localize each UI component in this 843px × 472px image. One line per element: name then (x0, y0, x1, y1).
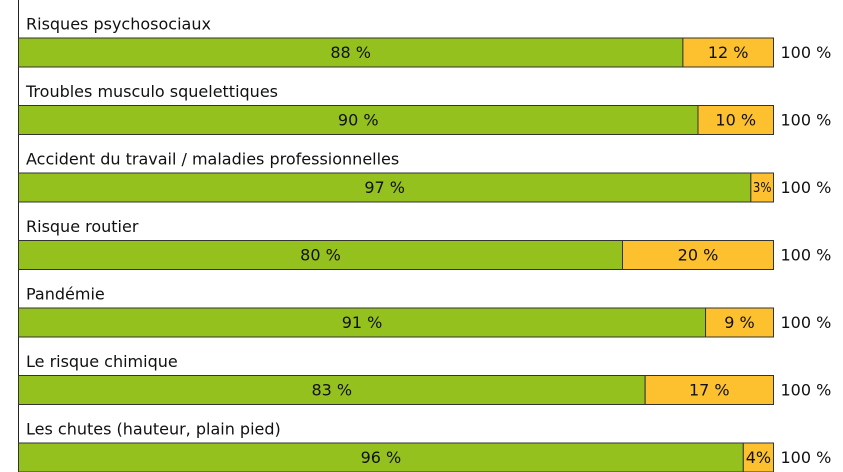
value-label: 97 % (364, 178, 405, 197)
category-label: Accident du travail / maladies professio… (26, 150, 399, 169)
category-label: Pandémie (26, 285, 105, 304)
value-label: 17 % (689, 381, 730, 400)
value-label: 90 % (338, 111, 379, 130)
value-label: 3% (753, 181, 772, 196)
category-label: Troubles musculo squelettiques (25, 82, 278, 101)
total-label: 100 % (781, 111, 832, 130)
bar-segment (705, 307, 774, 338)
value-label: 80 % (300, 246, 341, 265)
value-label: 12 % (708, 43, 749, 62)
total-label: 100 % (781, 448, 832, 467)
value-label: 9 % (724, 313, 754, 332)
bar-segment (18, 442, 744, 472)
total-label: 100 % (781, 381, 832, 400)
bar-segment (742, 442, 774, 472)
bar-segment (622, 240, 774, 270)
bar-segment (18, 375, 646, 405)
total-label: 100 % (781, 178, 832, 197)
bar-segment (750, 172, 774, 203)
category-label: Risque routier (26, 217, 139, 236)
value-label: 4% (746, 448, 771, 467)
value-label: 10 % (715, 111, 756, 130)
value-label: 96 % (361, 448, 402, 467)
bar-segment (18, 105, 699, 135)
category-label: Le risque chimique (26, 352, 178, 371)
category-label: Les chutes (hauteur, plain pied) (26, 420, 281, 439)
bar-segment (644, 375, 775, 405)
bar-segment (682, 37, 775, 68)
bar-segment (18, 240, 623, 270)
value-label: 83 % (311, 381, 352, 400)
value-label: 20 % (678, 246, 719, 265)
category-label: Risques psychosociaux (26, 15, 211, 34)
total-label: 100 % (781, 313, 832, 332)
total-label: 100 % (781, 43, 832, 62)
value-label: 88 % (330, 43, 371, 62)
bar-segment (697, 105, 774, 135)
total-label: 100 % (781, 246, 832, 265)
value-label: 91 % (342, 313, 383, 332)
